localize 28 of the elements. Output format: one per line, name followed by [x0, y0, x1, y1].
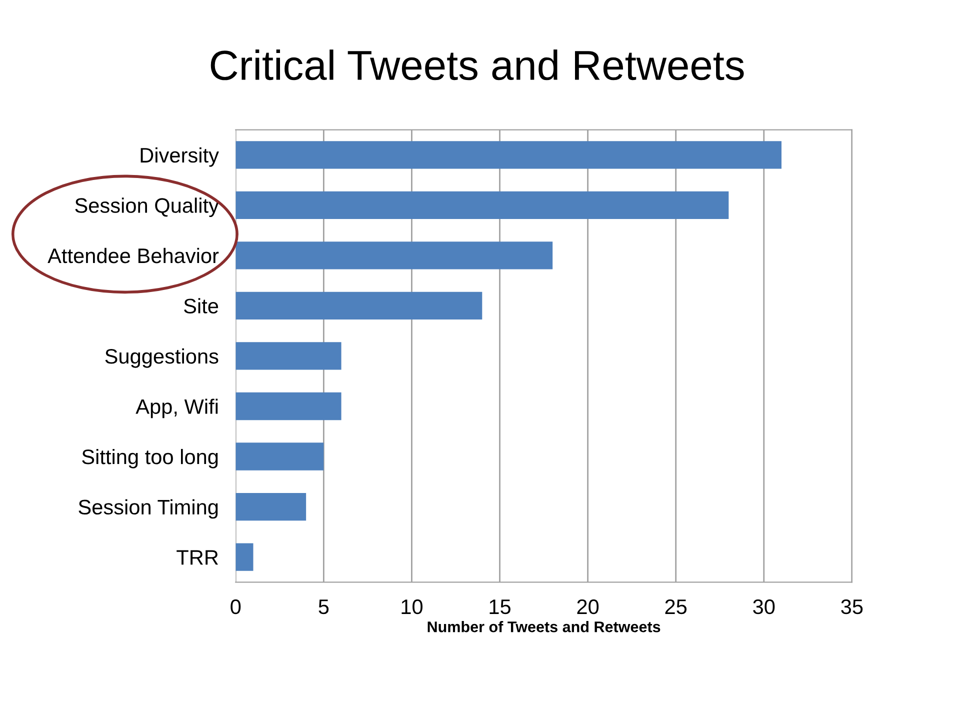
x-tick-label: 30 [753, 599, 775, 614]
bar [236, 543, 254, 571]
x-axis-title: Number of Tweets and Retweets [428, 621, 660, 632]
bar [236, 191, 729, 219]
chart-title: Critical Tweets and Retweets [210, 50, 744, 80]
x-tick-label: 10 [402, 599, 422, 614]
bar [236, 141, 782, 169]
x-tick-label: 5 [318, 600, 329, 614]
y-tick-label: Diversity [140, 147, 219, 167]
y-tick-label: Site [184, 298, 218, 314]
bar [236, 442, 324, 470]
x-tick-label: 15 [490, 600, 510, 614]
bar [236, 392, 342, 420]
x-tick-label: 35 [841, 599, 863, 614]
y-tick-label: Sitting too long [82, 448, 218, 468]
y-tick-label: Attendee Behavior [48, 248, 219, 264]
y-tick-label: TRR [176, 550, 218, 565]
y-tick-label: Suggestions [105, 348, 218, 368]
y-tick-label: Session Quality [75, 198, 219, 218]
bar [236, 292, 482, 320]
y-tick-label: App, Wifi [136, 398, 218, 418]
x-tick-label: 0 [230, 599, 241, 614]
x-tick-label: 20 [577, 599, 599, 614]
y-tick-label: Session Timing [78, 499, 218, 519]
bar [236, 342, 342, 370]
x-tick-label: 25 [665, 599, 687, 614]
bar [236, 492, 306, 521]
bar [236, 242, 553, 270]
